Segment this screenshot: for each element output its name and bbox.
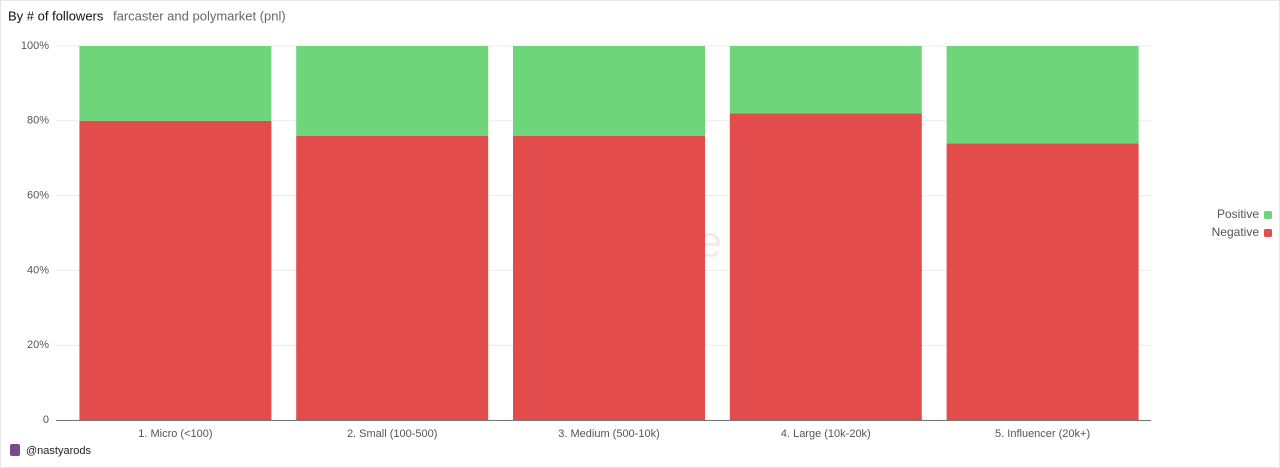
legend-label: Negative (1212, 225, 1260, 239)
y-tick-label: 20% (27, 339, 49, 351)
watermark: Dune (617, 218, 722, 267)
chart-subtitle: farcaster and polymarket (pnl) (113, 8, 286, 23)
footer: @nastyarods (26, 445, 91, 457)
x-tick-label: 5. Influencer (20k+) (995, 428, 1090, 440)
x-tick-label: 1. Micro (<100) (138, 428, 212, 440)
bar-segment (513, 135, 705, 420)
bar-segment (79, 46, 272, 121)
legend-swatch (1264, 229, 1272, 237)
x-tick-label: 2. Small (100-500) (347, 428, 438, 440)
bar-segment (296, 135, 489, 420)
bar-segment (79, 120, 272, 421)
chart-title: By # of followers (8, 8, 104, 23)
bar-segment (296, 46, 489, 136)
bar-segment (946, 143, 1139, 421)
bar-segment (946, 46, 1139, 144)
x-tick-label: 3. Medium (500-10k) (558, 428, 660, 440)
bar-segment (513, 46, 705, 136)
y-tick-label: 60% (27, 190, 49, 202)
y-tick-label: 0 (43, 414, 49, 426)
bar-segment (729, 46, 922, 114)
y-tick-label: 40% (27, 264, 49, 276)
bar-segment (729, 113, 922, 420)
watermark-group: Dune (549, 218, 722, 267)
x-tick-label: 4. Large (10k-20k) (781, 428, 871, 440)
watermark-logo (549, 219, 597, 267)
avatar (10, 444, 20, 456)
y-tick-label: 80% (27, 115, 49, 127)
legend-label: Positive (1217, 207, 1259, 221)
legend-swatch (1264, 211, 1272, 219)
y-tick-label: 100% (21, 40, 49, 52)
